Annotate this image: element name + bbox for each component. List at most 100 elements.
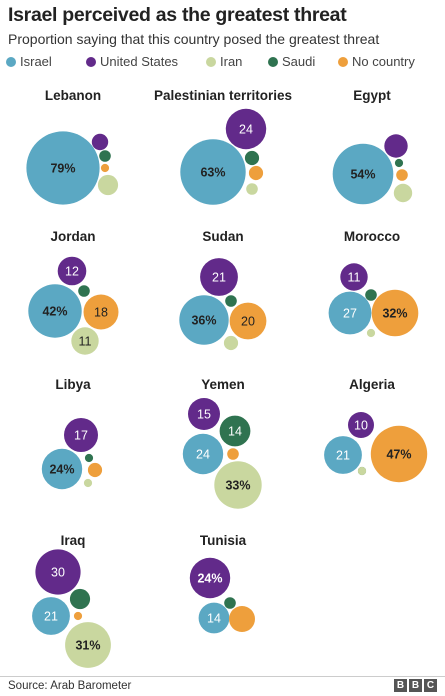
bubble-iran [71,327,99,355]
data-label-israel: 24% [49,463,74,477]
panel-sudan: Sudan 36% 21 20 [179,229,267,351]
bubble-israel [28,284,82,338]
bubble-israel [198,602,230,634]
data-label-united-states: 15 [197,408,211,422]
legend-label-united-states: United States [100,54,179,69]
bubble-iran [357,466,367,476]
bubble-israel [179,295,229,345]
bubble-iran [65,622,111,668]
legend-label-saudi: Saudi [282,54,316,69]
bubble-saudi [225,295,237,307]
data-label-israel: 79% [50,162,75,176]
panel-yemen: Yemen 24 15 14 33% [182,377,262,509]
data-label-no-country: 18 [94,306,108,320]
legend-swatch-saudi [268,56,278,67]
chart-subtitle: Proportion saying that this country pose… [8,31,380,47]
bubble-iran [223,335,239,351]
panel-libya: Libya 24% 17 [41,377,103,490]
bubble-saudi [244,150,260,166]
panel-palestinian-territories: Palestinian territories 63% 24 [154,88,292,205]
bubble-iran [214,461,262,509]
bubble-united-states [384,134,408,158]
bbc-logo-letter: C [424,679,437,692]
bubble-chart: Lebanon 79% Palestinian territories 63% 24 Eg… [26,88,428,668]
bubble-no-country [229,606,255,632]
bubble-no-country [87,462,103,478]
bubble-united-states [57,256,87,286]
legend-item-no-country: No country [338,54,415,69]
bubble-united-states [200,258,238,296]
footer-divider [0,676,445,677]
bubble-no-country [100,163,110,173]
data-label-iran: 31% [75,639,100,653]
bubble-israel [180,139,246,205]
bubble-no-country [227,448,239,460]
bubble-israel [41,448,83,490]
chart-title: Israel perceived as the greatest threat [8,4,347,26]
panel-morocco: Morocco 27 11 32% [328,229,419,338]
bubble-israel [328,291,372,335]
legend-swatch-israel [6,56,16,67]
data-label-no-country: 32% [382,307,407,321]
bubble-israel [332,143,394,205]
data-label-united-states: 11 [348,271,361,285]
panel-title: Tunisia [200,533,247,548]
panel-title: Iraq [61,533,86,548]
data-label-united-states: 30 [51,566,65,580]
data-label-israel: 54% [350,168,375,182]
legend-item-israel: Israel [6,54,52,69]
bubble-saudi [365,289,377,301]
bubble-saudi [69,588,91,610]
panel-iraq: Iraq 21 30 31% [32,533,111,668]
data-label-iran: 11 [79,335,92,349]
panel-title: Palestinian territories [154,88,292,103]
data-label-united-states: 24% [197,572,222,586]
legend-item-united-states: United States [86,54,178,69]
bbc-logo-letter: B [394,679,407,692]
legend: Israel United States Iran Saudi No count… [6,54,439,72]
bubble-saudi [224,597,236,609]
data-label-israel: 27 [343,307,357,321]
legend-swatch-united-states [86,56,96,67]
bubble-iran [246,183,258,195]
bubble-israel [26,131,100,205]
bubble-united-states [340,263,368,291]
bubble-no-country [371,289,419,337]
data-label-israel: 63% [200,166,225,180]
data-label-united-states: 21 [212,271,226,285]
panel-title: Sudan [202,229,243,244]
bubble-united-states [64,418,98,452]
panel-algeria: Algeria 21 10 47% [324,377,428,483]
bubble-saudi [219,415,251,447]
bubble-united-states [189,557,231,599]
panel-title: Jordan [50,229,95,244]
panel-tunisia: Tunisia 14 24% [189,533,255,634]
data-label-israel: 24 [196,448,210,462]
data-label-israel: 21 [44,610,58,624]
bbc-logo: B B C [394,679,437,692]
bubble-saudi [394,158,404,168]
data-label-israel: 42% [42,305,67,319]
panel-title: Lebanon [45,88,101,103]
legend-label-israel: Israel [20,54,52,69]
bubble-united-states [348,412,374,438]
panel-lebanon: Lebanon 79% [26,88,119,205]
data-label-united-states: 10 [354,419,368,433]
data-label-no-country: 20 [241,315,255,329]
bubble-israel [324,436,362,474]
source-note: Source: Arab Barometer [8,680,132,692]
bubble-united-states [225,108,267,150]
bubble-iran [393,183,413,203]
panel-title: Egypt [353,88,391,103]
legend-label-iran: Iran [220,54,243,69]
bubble-no-country [396,169,408,181]
data-label-united-states: 12 [65,265,79,279]
data-label-united-states: 17 [74,429,88,443]
bubble-no-country [370,425,428,483]
data-label-israel: 36% [191,314,216,328]
data-label-israel: 21 [336,449,350,463]
data-label-united-states: 24 [239,123,253,137]
data-label-saudi: 14 [228,425,242,439]
legend-label-no-country: No country [352,54,415,69]
data-label-no-country: 47% [386,448,411,462]
